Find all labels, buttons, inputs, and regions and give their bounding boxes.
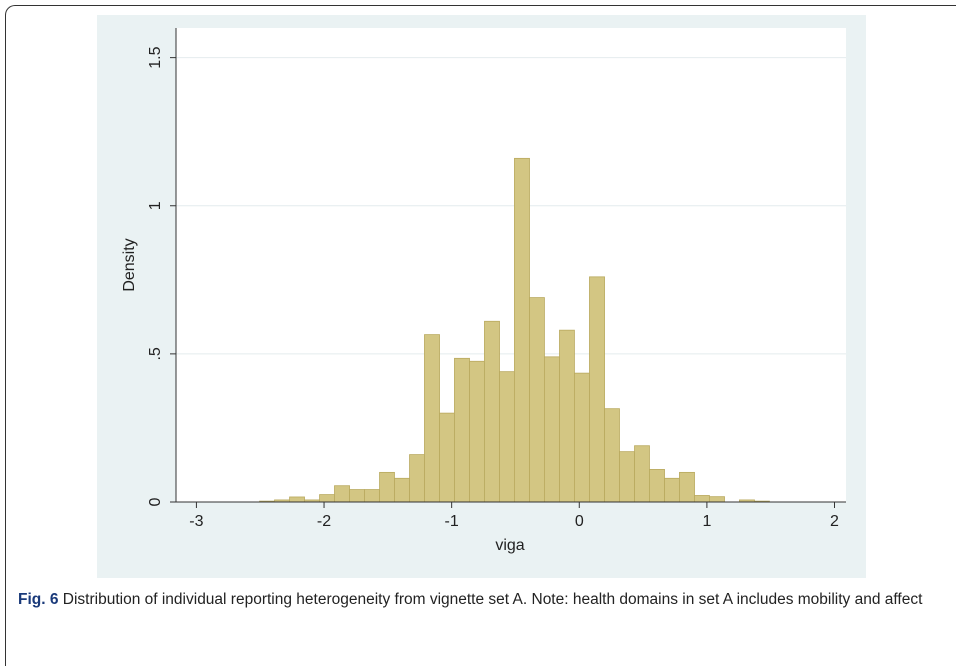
bar [574,372,590,503]
bar [349,489,365,503]
bar [484,320,500,503]
bar [394,477,410,503]
bar [454,357,470,503]
bar [469,360,485,503]
y-tick-label: 0 [147,497,164,506]
bar [364,489,380,503]
bar [649,469,665,503]
y-tick-label: 1.5 [147,46,164,68]
bar [439,412,455,503]
x-tick-label: -2 [317,513,331,530]
y-tick-label: 1 [147,201,164,210]
bar [514,157,530,503]
bar [529,297,545,503]
bar [409,454,425,503]
bar [619,451,635,503]
caption-text: Distribution of individual reporting het… [62,591,923,608]
bar [424,334,440,503]
bar [679,471,695,503]
bar [379,471,395,503]
x-tick-label: -3 [189,513,203,530]
bar [664,477,680,503]
y-tick-label: .5 [147,347,164,360]
bar [499,371,515,503]
bar [634,445,650,503]
bar [604,408,620,503]
figure-frame [5,5,956,666]
bar [289,496,305,503]
bar [589,276,605,503]
x-tick-label: 1 [702,513,711,530]
x-axis-label: viga [495,537,524,554]
y-axis-label: Density [121,238,138,291]
x-tick-label: 0 [575,513,584,530]
bar [544,356,560,503]
bar [319,494,335,503]
bar [694,495,710,503]
chart: viga Density 0 .5 1 1.5 -3 -2 -1 0 1 2 [97,15,866,578]
bar [334,485,350,503]
x-tick-label: -1 [445,513,459,530]
page: viga Density 0 .5 1 1.5 -3 -2 -1 0 1 2 Fig. 6 Dis… [5,5,956,666]
x-tick-label: 2 [830,513,839,530]
caption-label: Fig. 6 [18,591,59,608]
bar [559,329,575,503]
bar [709,496,725,503]
caption: Fig. 6 Distribution of individual report… [18,588,943,611]
